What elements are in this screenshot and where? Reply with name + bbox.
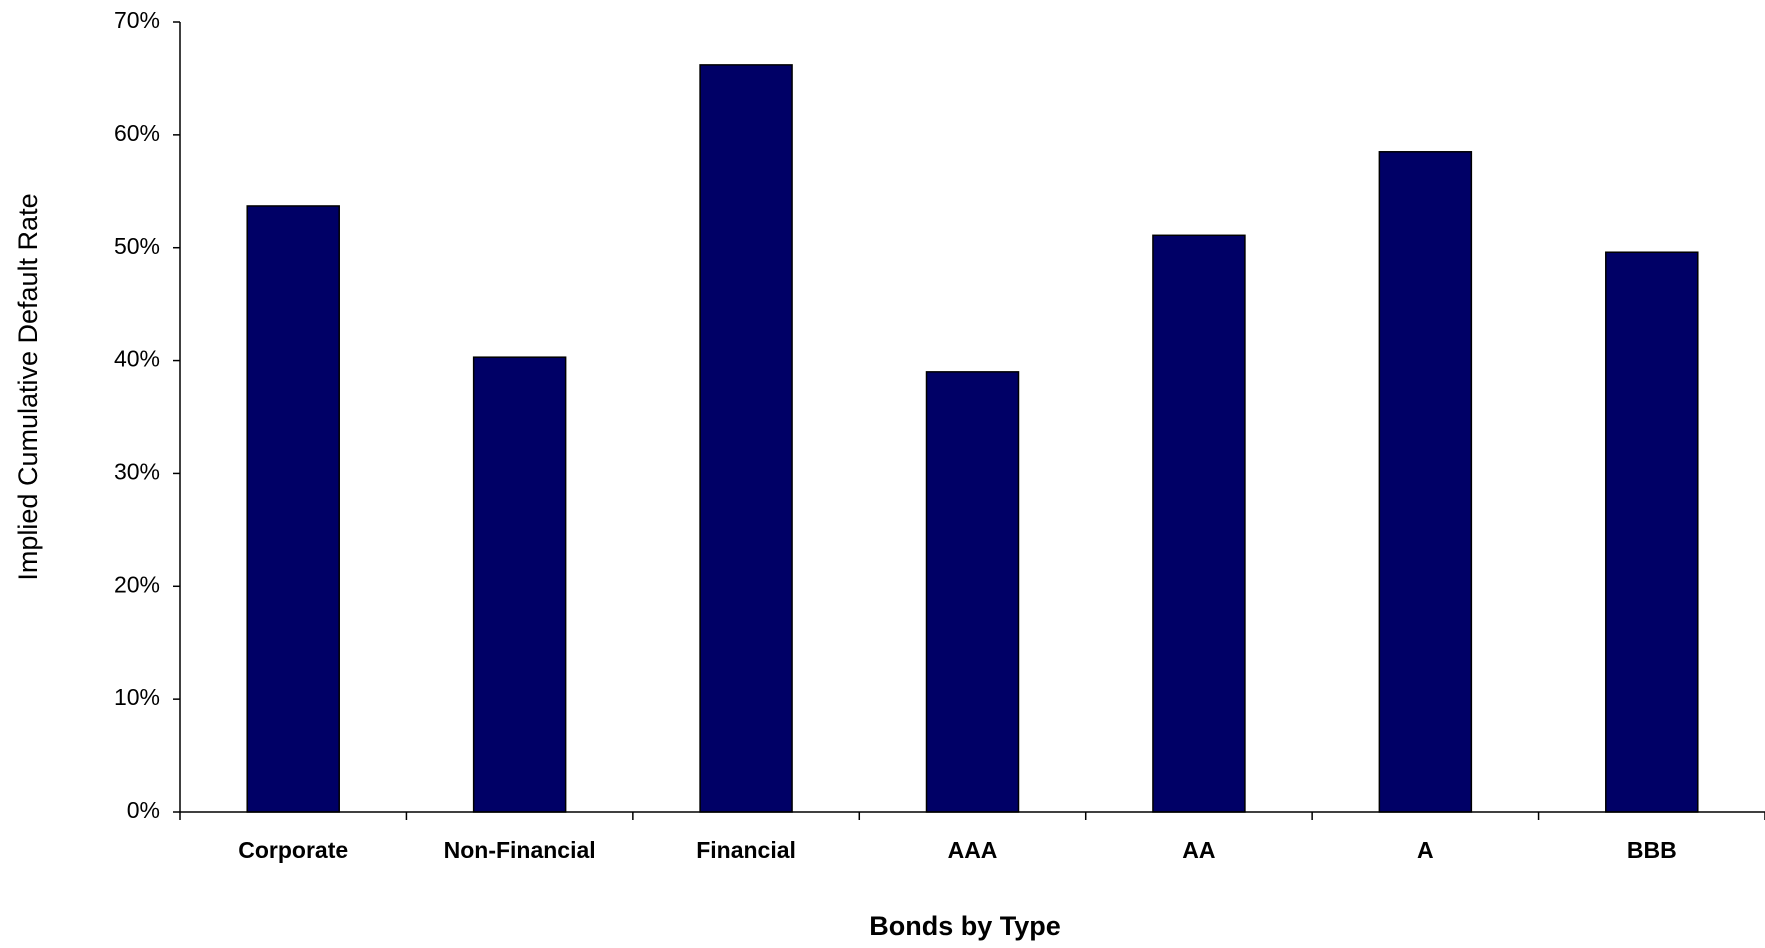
bar bbox=[699, 64, 793, 813]
y-tick-label: 0% bbox=[127, 797, 160, 823]
y-tick-label: 20% bbox=[114, 571, 160, 597]
y-tick-label: 40% bbox=[114, 346, 160, 372]
x-tick-label: A bbox=[1417, 837, 1434, 863]
x-tick-label: AA bbox=[1182, 837, 1215, 863]
bar bbox=[1605, 251, 1699, 813]
x-tick-label: AAA bbox=[948, 837, 998, 863]
x-tick-label: Corporate bbox=[238, 837, 348, 863]
y-axis-title: Implied Cumulative Default Rate bbox=[13, 193, 43, 580]
y-tick-label: 10% bbox=[114, 684, 160, 710]
bar bbox=[472, 356, 567, 813]
bar bbox=[925, 371, 1020, 813]
x-axis-title: Bonds by Type bbox=[869, 911, 1061, 941]
x-tick-label: Non-Financial bbox=[444, 837, 596, 863]
x-tick-label: Financial bbox=[696, 837, 796, 863]
y-tick-label: 60% bbox=[114, 120, 160, 146]
y-tick-label: 70% bbox=[114, 7, 160, 33]
x-tick-label: BBB bbox=[1627, 837, 1677, 863]
bar bbox=[246, 205, 340, 813]
bar bbox=[1152, 234, 1246, 813]
y-tick-label: 50% bbox=[114, 233, 160, 259]
y-tick-label: 30% bbox=[114, 459, 160, 485]
bar bbox=[1378, 151, 1473, 813]
